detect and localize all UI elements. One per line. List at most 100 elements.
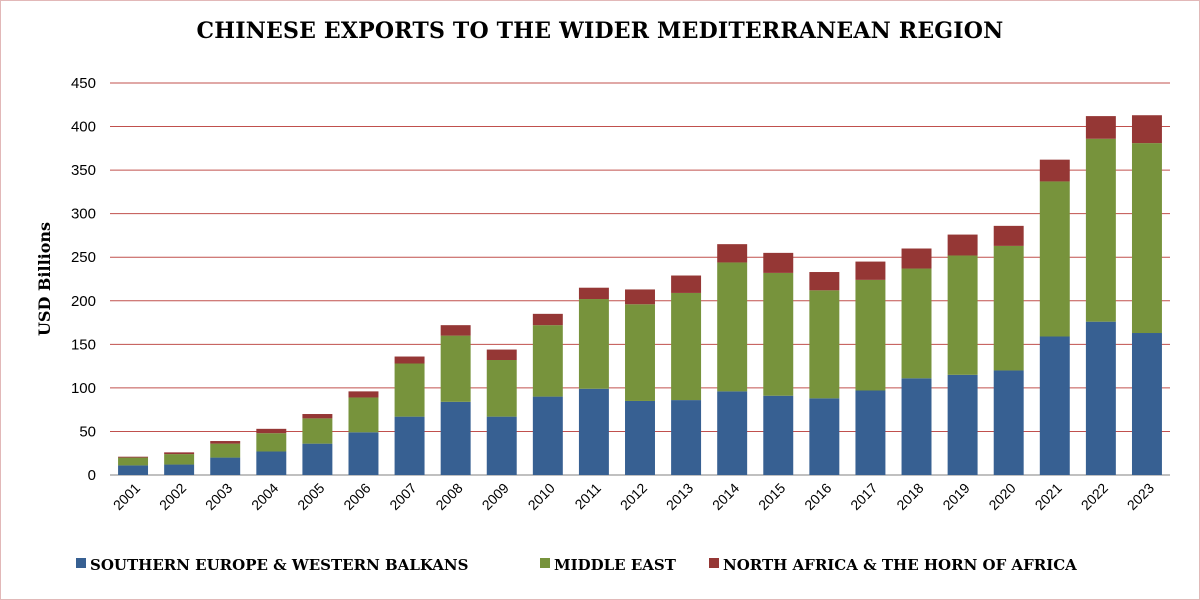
x-tick-label: 2020	[985, 480, 1018, 513]
x-tick-label: 2004	[248, 480, 281, 513]
bar-segment-2022-s2	[1085, 138, 1116, 322]
bar-segment-2002-s2	[164, 454, 195, 465]
x-tick-label: 2002	[156, 480, 189, 513]
y-tick-label: 50	[79, 423, 96, 440]
x-tick-label: 2009	[479, 480, 512, 513]
x-tick-label: 2019	[939, 480, 972, 513]
x-tick-label: 2022	[1078, 480, 1111, 513]
x-tick-label: 2005	[294, 480, 327, 513]
bar-segment-2003-s1	[210, 457, 241, 475]
bar-segment-2009-s2	[486, 360, 517, 417]
bar-segment-2011-s1	[578, 388, 609, 475]
y-tick-label: 250	[71, 249, 96, 266]
bar-segment-2014-s2	[717, 262, 748, 392]
legend-label-2: MIDDLE EAST	[554, 556, 677, 574]
bar-segment-2019-s3	[947, 234, 978, 256]
y-tick-label: 0	[88, 467, 96, 484]
bar-segment-2020-s3	[993, 225, 1024, 246]
bar-segment-2001-s1	[118, 465, 149, 475]
bar-segment-2007-s1	[394, 416, 425, 475]
bar-segment-2018-s1	[901, 378, 932, 475]
bar-segment-2018-s2	[901, 268, 932, 379]
bar-segment-2017-s2	[855, 279, 886, 391]
bar-segment-2020-s1	[993, 370, 1024, 475]
y-tick-label: 200	[71, 293, 96, 310]
bar-segment-2004-s3	[256, 428, 287, 434]
legend-label-3: NORTH AFRICA & THE HORN OF AFRICA	[723, 556, 1077, 574]
bar-segment-2015-s2	[763, 272, 794, 396]
bar-segment-2013-s1	[671, 400, 702, 475]
x-tick-label: 2001	[110, 480, 143, 513]
bar-segment-2019-s2	[947, 255, 978, 375]
y-tick-label: 350	[71, 162, 96, 179]
y-tick-label: 100	[71, 380, 96, 397]
x-tick-label: 2021	[1032, 480, 1065, 513]
bar-segment-2019-s1	[947, 374, 978, 475]
bar-segment-2007-s2	[394, 363, 425, 417]
y-tick-label: 300	[71, 206, 96, 223]
bar-segment-2010-s2	[532, 325, 563, 397]
bar-segment-2011-s2	[578, 299, 609, 389]
bar-segment-2020-s2	[993, 245, 1024, 371]
x-tick-label: 2017	[847, 480, 880, 513]
y-axis-label: USD Billions	[35, 222, 54, 336]
bar-segment-2022-s3	[1085, 116, 1116, 139]
bar-segment-2001-s3	[118, 456, 149, 458]
x-tick-label: 2023	[1124, 480, 1157, 513]
x-tick-label: 2015	[755, 480, 788, 513]
x-tick-label: 2010	[525, 480, 558, 513]
bar-segment-2008-s2	[440, 335, 471, 402]
bar-segment-2006-s2	[348, 397, 379, 433]
bar-segment-2007-s3	[394, 356, 425, 364]
bar-segment-2013-s2	[671, 292, 702, 401]
x-tick-label: 2007	[386, 480, 419, 513]
x-tick-label: 2013	[663, 480, 696, 513]
bar-segment-2012-s2	[625, 304, 655, 401]
legend-label-1: SOUTHERN EUROPE & WESTERN BALKANS	[90, 556, 468, 574]
bar-segment-2012-s1	[625, 400, 655, 475]
bar-segment-2001-s2	[118, 457, 149, 466]
bar-segment-2006-s1	[348, 432, 379, 475]
bar-segment-2022-s1	[1085, 321, 1116, 475]
legend-swatch-2	[540, 558, 550, 568]
bar-segment-2002-s1	[164, 464, 195, 475]
x-tick-label: 2011	[571, 480, 604, 513]
bar-segment-2014-s3	[717, 244, 748, 263]
bar-segment-2023-s3	[1131, 115, 1162, 144]
bar-segment-2021-s2	[1039, 181, 1070, 337]
bar-segment-2003-s3	[210, 441, 241, 444]
bar-segment-2004-s2	[256, 433, 287, 452]
x-tick-label: 2006	[340, 480, 373, 513]
x-tick-label: 2008	[432, 480, 465, 513]
bar-segment-2018-s3	[901, 248, 932, 269]
bar-segment-2016-s2	[809, 290, 840, 399]
bar-segment-2015-s3	[763, 252, 794, 273]
bar-segment-2005-s3	[302, 414, 333, 419]
bar-segment-2023-s2	[1131, 143, 1162, 334]
bar-segment-2005-s2	[302, 418, 333, 444]
bar-segment-2015-s1	[763, 395, 794, 475]
y-tick-label: 150	[71, 336, 96, 353]
bar-segment-2002-s3	[164, 452, 195, 455]
x-tick-label: 2016	[801, 480, 834, 513]
bar-segment-2008-s3	[440, 325, 471, 336]
bar-segment-2010-s3	[532, 313, 563, 326]
bar-segment-2021-s1	[1039, 336, 1070, 475]
legend-swatch-1	[76, 558, 86, 568]
bar-segment-2016-s3	[809, 272, 840, 291]
bar-segment-2023-s1	[1131, 333, 1162, 475]
bar-segment-2021-s3	[1039, 159, 1070, 182]
legend-swatch-3	[709, 558, 719, 568]
x-tick-label: 2014	[709, 480, 742, 513]
bar-segment-2009-s3	[486, 349, 517, 361]
bar-segment-2010-s1	[532, 396, 563, 475]
bar-segment-2014-s1	[717, 391, 748, 475]
bar-segment-2003-s2	[210, 443, 241, 458]
x-tick-label: 2012	[617, 480, 650, 513]
chart-title: CHINESE EXPORTS TO THE WIDER MEDITERRANE…	[196, 18, 1004, 44]
bar-segment-2009-s1	[486, 416, 517, 475]
x-tick-label: 2003	[202, 480, 235, 513]
bar-segment-2006-s3	[348, 391, 379, 398]
bar-segment-2005-s1	[302, 443, 333, 475]
